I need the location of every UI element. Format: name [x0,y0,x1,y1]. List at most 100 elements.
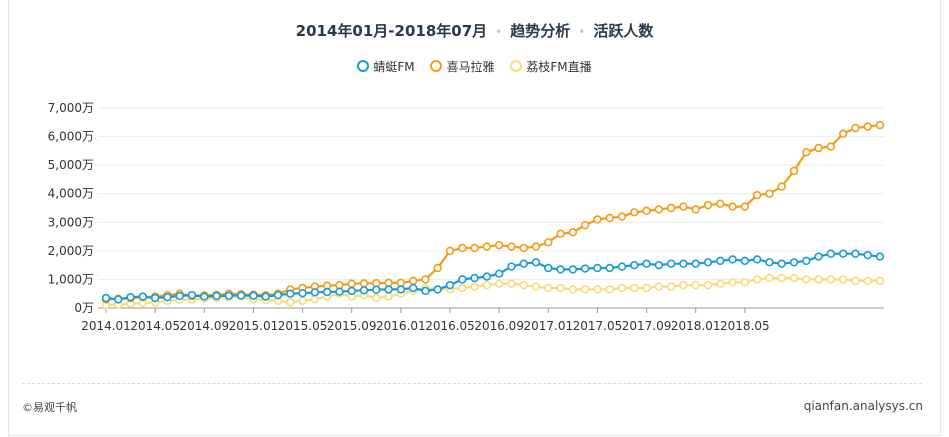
data-point-0 [384,285,393,294]
data-point-0 [249,291,258,300]
data-point-2 [605,285,614,294]
data-point-1 [691,205,700,214]
data-point-1 [433,263,442,273]
data-point-1 [851,123,860,133]
data-point-1 [408,276,418,286]
data-point-0 [396,285,406,294]
data-point-2 [531,282,541,291]
data-point-1 [494,240,504,250]
chart-legend: 蜻蜓FM 喜马拉雅 荔枝FM直播 [0,58,949,75]
legend-item-lizhi[interactable]: 荔枝FM直播 [510,58,592,75]
data-point-0 [580,264,590,273]
data-point-1 [544,238,553,247]
y-tick-label: 4,000万 [48,187,94,201]
data-point-0 [359,286,369,295]
x-tick-label: 2016.05 [425,319,475,333]
y-tick-label: 7,000万 [48,101,94,115]
data-point-2 [384,292,393,301]
data-point-0 [863,250,872,260]
chart-title: 2014年01月-2018年07月 • 趋势分析 • 活跃人数 [0,20,949,41]
data-point-2 [802,275,811,284]
data-point-2 [703,280,713,290]
data-point-2 [691,280,700,290]
data-point-1 [580,220,590,230]
data-point-0 [335,287,344,296]
data-point-1 [752,190,762,200]
data-point-2 [875,276,885,286]
data-point-2 [666,282,676,291]
data-point-2 [642,283,651,293]
data-point-1 [716,199,725,208]
data-point-1 [728,202,737,211]
footer-divider [22,383,922,384]
data-point-1 [507,242,516,251]
data-point-0 [163,292,172,302]
data-point-1 [458,243,467,253]
legend-item-ximalaya[interactable]: 喜马拉雅 [430,58,495,75]
data-point-2 [519,280,528,290]
data-point-0 [200,292,209,301]
data-point-1 [347,279,356,288]
x-tick-label: 2017.05 [573,319,623,333]
data-point-0 [494,269,504,278]
data-point-1 [838,129,848,138]
data-point-0 [826,249,836,258]
data-point-2 [777,273,786,283]
data-point-1 [617,212,627,221]
data-point-0 [556,265,565,274]
data-point-1 [630,208,639,217]
x-tick-label: 2014.09 [179,319,229,333]
data-point-0 [851,249,860,258]
data-point-0 [752,255,762,264]
x-tick-label: 2018.01 [671,319,721,333]
data-point-2 [286,298,295,307]
title-date-range: 2014年01月-2018年07月 [295,22,488,40]
title-separator: • [495,25,503,39]
data-point-1 [519,243,528,253]
data-point-1 [863,122,872,131]
data-point-0 [482,272,492,281]
data-point-1 [445,246,455,256]
data-point-1 [556,229,565,238]
legend-item-qingting[interactable]: 蜻蜓FM [357,58,415,75]
data-point-1 [777,182,786,191]
data-point-0 [286,289,295,298]
data-point-1 [679,202,688,211]
x-tick-label: 2016.01 [376,319,426,333]
data-point-2 [826,275,836,284]
data-point-0 [740,256,750,266]
data-point-0 [642,259,651,268]
data-point-0 [310,288,320,297]
data-point-2 [679,280,688,290]
x-tick-label: 2015.09 [327,319,377,333]
data-point-2 [544,283,553,293]
data-point-0 [789,258,799,267]
data-point-0 [875,252,885,261]
legend-label-lizhi: 荔枝FM直播 [526,60,592,74]
data-point-2 [838,275,848,284]
data-point-2 [851,276,860,286]
data-point-2 [654,282,664,291]
y-tick-label: 0万 [74,301,94,315]
series-line-1 [105,124,881,301]
copyright-text: ©易观千帆 [22,401,77,414]
data-point-1 [740,202,750,211]
data-point-0 [421,286,430,296]
data-point-0 [654,260,664,270]
title-metric: 活跃人数 [593,22,654,40]
data-point-2 [765,273,774,283]
x-tick-label: 2016.09 [474,319,524,333]
data-point-0 [838,249,848,258]
chart-frame [8,0,941,436]
data-point-0 [212,291,221,301]
data-point-1 [789,166,799,176]
data-point-2 [372,293,381,303]
data-point-0 [138,292,148,301]
data-point-2 [507,279,516,288]
legend-swatch-ximalaya [430,60,443,72]
data-point-0 [470,273,479,283]
data-point-0 [777,259,786,268]
data-point-0 [187,290,197,300]
data-point-1 [482,242,492,251]
x-tick-label: 2017.01 [523,319,573,333]
